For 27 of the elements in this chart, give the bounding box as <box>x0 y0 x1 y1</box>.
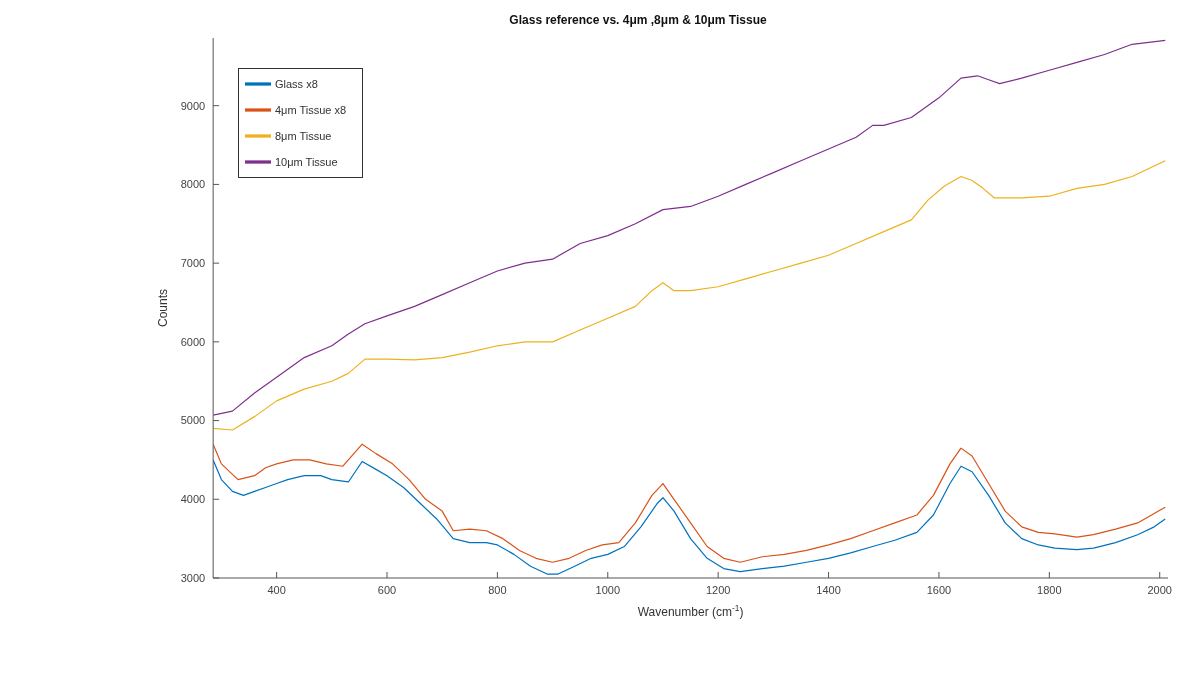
x-tick-label: 1200 <box>705 583 731 596</box>
x-tick-label: 1400 <box>816 583 841 596</box>
x-tick-label: 800 <box>488 583 507 596</box>
x-tick-label: 1600 <box>926 583 952 596</box>
x-axis-title: Wavenumber (cm$^{-1}$) <box>637 603 744 619</box>
legend-label: 10μm Tissue <box>275 156 338 169</box>
legend-label: Glass x8 <box>275 78 318 91</box>
y-tick-label: 6000 <box>180 335 206 348</box>
line-series <box>213 160 1166 431</box>
line-series <box>213 443 1166 563</box>
x-tick-label: 600 <box>377 583 397 596</box>
line-series <box>213 39 1166 416</box>
y-tick-label: 9000 <box>180 99 206 112</box>
legend-label: 4μm Tissue x8 <box>275 104 347 117</box>
y-tick-label: 7000 <box>180 257 206 270</box>
y-tick-label: 5000 <box>180 414 206 427</box>
y-tick-label: 4000 <box>180 493 206 506</box>
legend-label: 8μm Tissue <box>275 130 332 143</box>
y-axis-title: Counts <box>156 288 171 328</box>
y-tick-label: 8000 <box>180 178 206 191</box>
line-series <box>213 459 1166 575</box>
chart-title: Glass reference vs. 4μm ,8μm & 10μm Tissue <box>509 13 767 27</box>
y-tick-label: 3000 <box>180 571 206 584</box>
x-tick-label: 400 <box>267 583 286 596</box>
x-tick-label: 1000 <box>595 583 621 596</box>
x-tick-label: 1800 <box>1037 583 1062 596</box>
x-tick-label: 2000 <box>1147 583 1172 596</box>
